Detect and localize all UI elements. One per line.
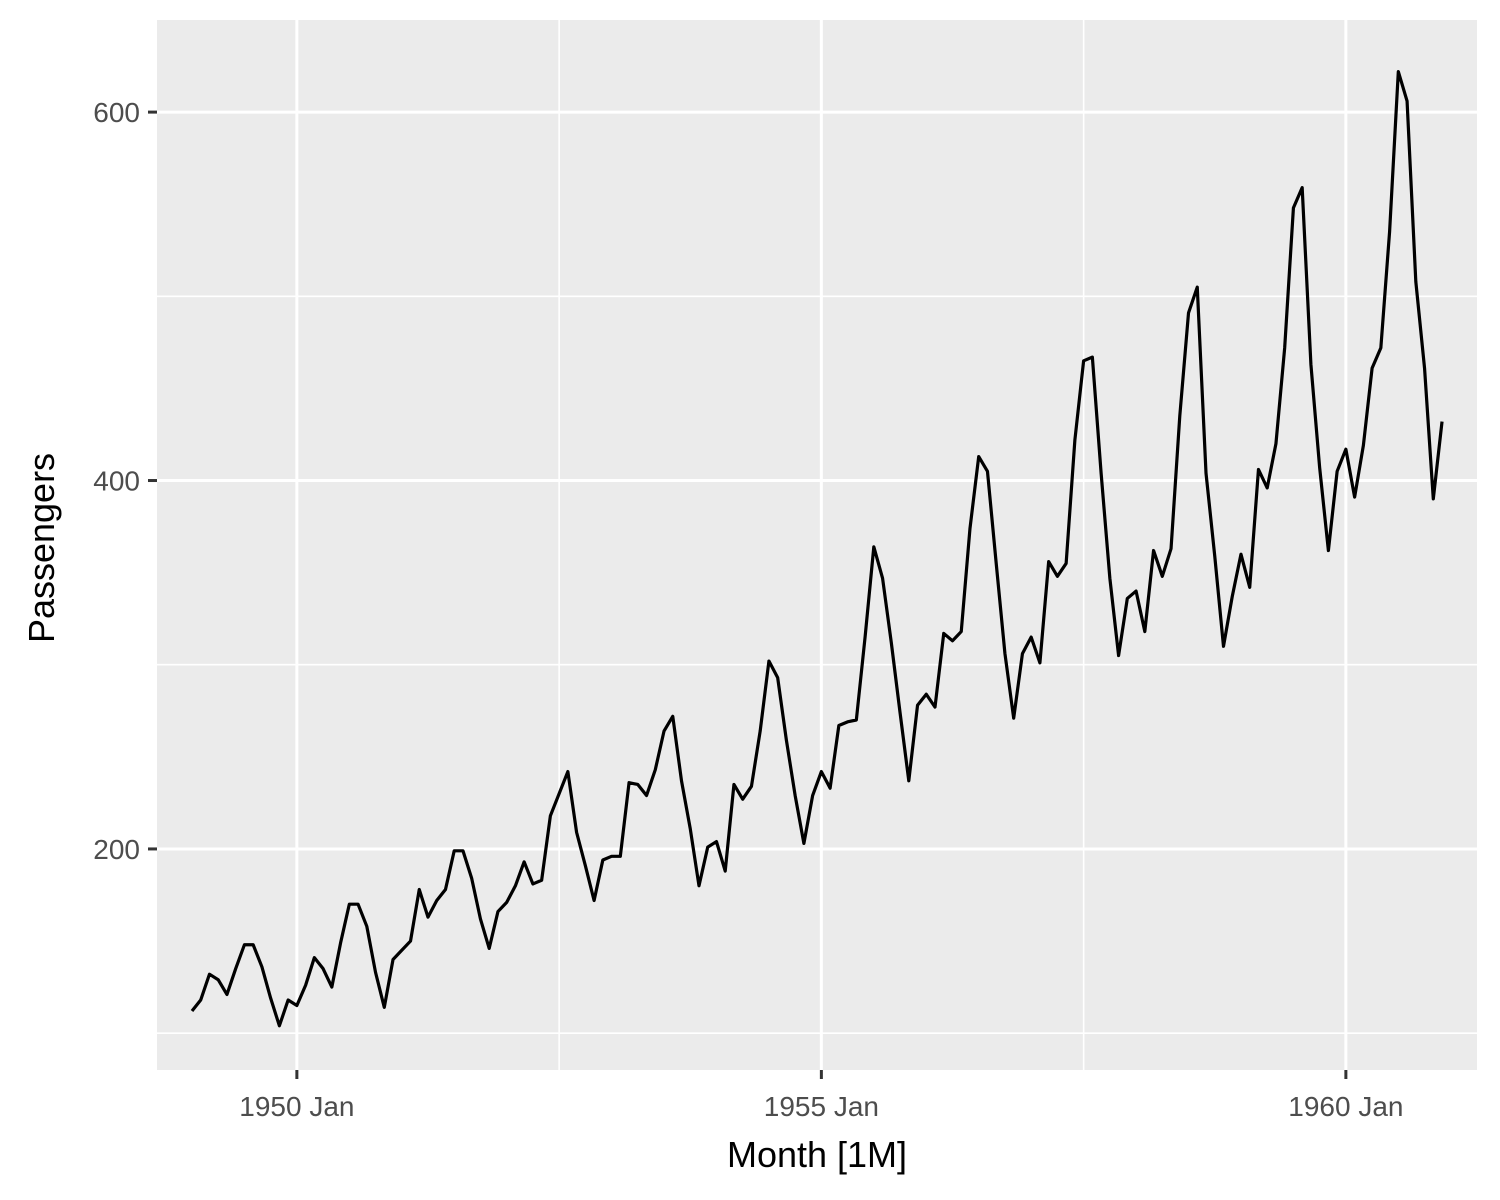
plot-panel: [157, 20, 1477, 1070]
x-tick-label-0: 1950 Jan: [239, 1091, 354, 1122]
x-tick-label-1: 1955 Jan: [764, 1091, 879, 1122]
y-tick-label-0: 200: [93, 834, 140, 865]
x-axis-title: Month [1M]: [727, 1134, 907, 1175]
y-axis: 200 400 600: [93, 97, 157, 865]
y-tick-label-2: 600: [93, 97, 140, 128]
major-gridlines: [157, 20, 1477, 1070]
minor-gridlines: [157, 20, 1477, 1070]
x-tick-label-2: 1960 Jan: [1288, 1091, 1403, 1122]
y-axis-title: Passengers: [21, 453, 62, 643]
series-line: [190, 69, 1444, 1028]
y-tick-label-1: 400: [93, 466, 140, 497]
x-axis: 1950 Jan 1955 Jan 1960 Jan: [239, 1070, 1403, 1122]
